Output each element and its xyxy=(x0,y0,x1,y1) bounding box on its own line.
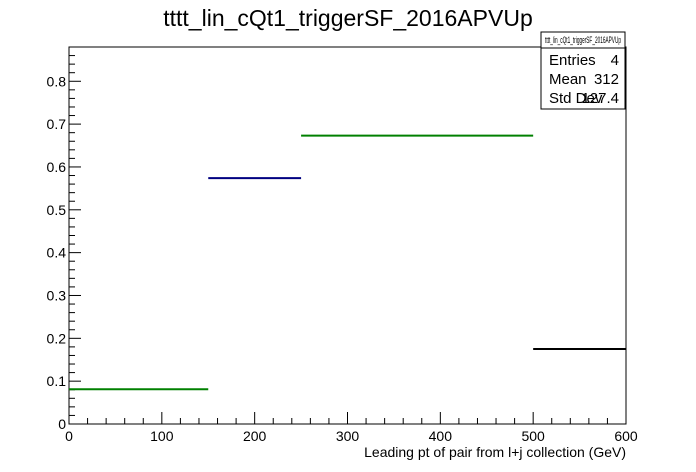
stats-box-frame xyxy=(540,31,626,110)
stats-row-value: 312 xyxy=(594,71,619,88)
x-tick-label: 400 xyxy=(429,428,453,444)
x-tick-label: 300 xyxy=(336,428,360,444)
stats-row-value: 4 xyxy=(611,52,619,69)
stats-row-label: Entries xyxy=(549,52,596,69)
stats-row-value: 127.4 xyxy=(581,90,619,107)
x-tick-label: 500 xyxy=(521,428,545,444)
y-tick-label: 0.6 xyxy=(47,159,67,175)
stats-row-label: Mean xyxy=(549,71,587,88)
chart-title: tttt_lin_cQt1_triggerSF_2016APVUp xyxy=(163,5,532,31)
x-tick-label: 200 xyxy=(243,428,267,444)
y-tick-label: 0.1 xyxy=(47,373,67,389)
y-tick-label: 0.7 xyxy=(47,116,67,132)
y-tick-label: 0.5 xyxy=(47,202,67,218)
x-tick-label: 0 xyxy=(65,428,73,444)
y-tick-label: 0.8 xyxy=(47,73,67,89)
stats-row-label: Std Dev xyxy=(549,90,603,107)
stats-box: tttt_lin_cQt1_triggerSF_2016APVUp Entries… xyxy=(540,31,626,110)
y-tick-label: 0 xyxy=(58,416,66,432)
y-tick-label: 0.4 xyxy=(47,245,67,261)
y-tick-label: 0.2 xyxy=(47,330,67,346)
x-tick-label: 100 xyxy=(150,428,174,444)
y-tick-label: 0.3 xyxy=(47,287,67,303)
x-tick-label: 600 xyxy=(614,428,638,444)
x-axis-label: Leading pt of pair from l+j collection (… xyxy=(364,444,626,460)
plot-area: 0 100 200 300 400 500 600 0 0.1 0.2 0.3 0.4 0.5 0.6 0.… xyxy=(47,46,638,444)
stats-histogram-name: tttt_lin_cQt1_triggerSF_2016APVUp xyxy=(545,35,621,45)
